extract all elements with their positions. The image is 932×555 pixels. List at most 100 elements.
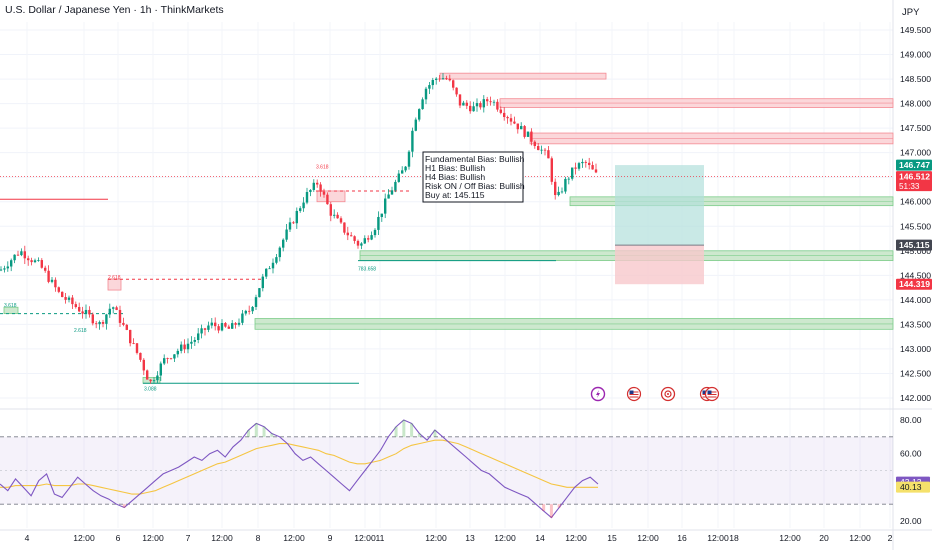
x-tick-label: 4	[25, 533, 30, 543]
rsi-badge-label: 40.13	[900, 482, 922, 492]
candle-body	[193, 339, 196, 342]
y-tick-label: 143.500	[900, 319, 931, 329]
candle	[78, 302, 81, 313]
candle-body	[506, 117, 509, 119]
candle-body	[265, 268, 268, 277]
candle-body	[197, 333, 200, 340]
candle	[129, 329, 132, 347]
candle-body	[23, 251, 26, 259]
candle	[27, 255, 30, 266]
candle-body	[278, 247, 281, 258]
x-tick-label: 15	[607, 533, 617, 543]
us-flag-icon[interactable]	[626, 386, 642, 402]
candle	[142, 358, 145, 376]
candle	[180, 341, 183, 354]
candle	[560, 187, 564, 194]
x-tick-label: 12:00	[211, 533, 233, 543]
candle	[530, 128, 533, 146]
annotation-line: Buy at: 145.115	[425, 190, 485, 200]
candle-body	[486, 99, 489, 102]
candle	[50, 277, 54, 284]
candle	[520, 122, 523, 130]
price-badge: 145.115	[896, 239, 932, 251]
candle-body	[564, 178, 567, 192]
candle-body	[74, 304, 77, 308]
candle-body	[98, 322, 101, 325]
candle	[567, 176, 570, 185]
candle	[319, 182, 322, 197]
x-tick-label: 6	[116, 533, 121, 543]
us-flag-icon[interactable]	[704, 386, 720, 402]
candle	[67, 295, 71, 303]
take-profit-zone[interactable]	[615, 165, 704, 246]
x-tick-label: 12:00	[779, 533, 801, 543]
candle	[554, 178, 557, 200]
candle-body	[288, 222, 292, 230]
candle	[47, 265, 50, 284]
candle	[115, 305, 118, 311]
candle-body	[78, 307, 81, 312]
candle-body	[95, 323, 98, 325]
candle-body	[44, 267, 47, 271]
x-tick-label: 12:00	[354, 533, 376, 543]
currency-label: JPY	[902, 7, 920, 18]
candle-body	[547, 150, 550, 159]
candle-body	[231, 323, 234, 329]
candle	[329, 201, 332, 222]
candle-body	[67, 297, 71, 300]
candle	[455, 87, 458, 97]
candle-body	[591, 165, 594, 170]
candle	[190, 336, 193, 349]
candle-body	[122, 322, 125, 325]
candle	[401, 166, 404, 174]
y-tick-label: 149.500	[900, 25, 931, 35]
candle	[135, 342, 139, 355]
price-badge: 144.319	[896, 278, 932, 290]
candle-body	[588, 162, 591, 166]
candle	[64, 293, 67, 304]
long-position-tool[interactable]	[0, 165, 893, 285]
candle-body	[329, 204, 332, 216]
price-badge-label: 145.115	[899, 240, 930, 250]
candle	[237, 318, 241, 327]
x-tick-label: 20	[819, 533, 829, 543]
candle-body	[88, 309, 91, 315]
fib-label: 3.618	[316, 164, 329, 170]
candle	[132, 338, 135, 345]
bias-annotation[interactable]: Fundamental Bias: Bullish H1 Bias: Bulli…	[422, 151, 525, 203]
candle-body	[132, 343, 135, 345]
candle	[16, 250, 20, 257]
candle	[424, 86, 428, 105]
stop-loss-zone[interactable]	[615, 245, 704, 285]
candle	[156, 371, 159, 383]
target-icon[interactable]	[660, 386, 676, 402]
candle-body	[20, 251, 23, 256]
candle	[390, 186, 394, 195]
candle-body	[326, 194, 329, 205]
candle	[373, 228, 377, 238]
candle-body	[397, 173, 400, 182]
candle	[414, 117, 417, 132]
candle	[571, 167, 574, 181]
fib-label: 2.618	[108, 275, 121, 281]
candle-body	[13, 254, 16, 261]
rsi-line	[0, 419, 599, 519]
candle-body	[312, 182, 315, 190]
candle-body	[560, 191, 564, 193]
candle-body	[129, 329, 132, 344]
candle-body	[530, 131, 533, 142]
supply-zone	[107, 278, 122, 291]
x-tick-label: 9	[328, 533, 333, 543]
candle	[594, 163, 598, 174]
candle-body	[37, 260, 40, 261]
candle-body	[401, 170, 404, 174]
candle	[343, 222, 346, 235]
events-row	[590, 386, 720, 402]
y-tick-label: 145.000	[900, 246, 931, 256]
candle	[30, 257, 33, 266]
candle-body	[112, 307, 115, 309]
candle	[95, 320, 98, 329]
candle-body	[115, 307, 118, 310]
lightning-icon[interactable]	[590, 386, 606, 402]
candle-body	[462, 102, 465, 106]
